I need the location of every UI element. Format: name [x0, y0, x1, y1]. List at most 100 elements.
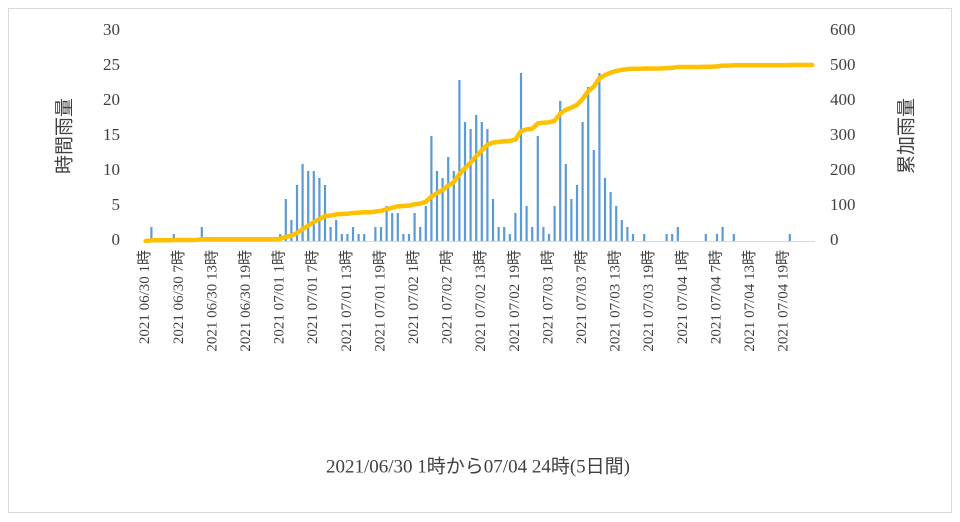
bar [542, 227, 545, 241]
bar [340, 234, 343, 241]
bar [519, 73, 523, 241]
y-tick-label: 15 [103, 125, 120, 144]
x-tick-label: 2021 07/01 1時 [271, 250, 288, 344]
bar [469, 129, 472, 241]
bar [671, 234, 674, 241]
bar [407, 234, 411, 241]
bar [346, 234, 349, 241]
line [143, 62, 815, 244]
bar [514, 213, 517, 241]
bar [559, 101, 562, 241]
bar [525, 206, 528, 241]
y2-tick-label: 0 [830, 230, 839, 249]
x-tick-label: 2021 06/30 13時 [203, 250, 220, 352]
bar [363, 234, 366, 241]
x-tick-label: 2021 07/01 7時 [304, 250, 321, 344]
bar [609, 192, 612, 241]
bar [447, 157, 450, 241]
bar [312, 171, 315, 241]
bar [335, 220, 338, 241]
y-tick-label: 5 [112, 195, 121, 214]
bar [598, 73, 601, 241]
x-tick-label: 2021 07/02 1時 [405, 250, 422, 344]
x-tick-label: 2021 06/30 19時 [237, 250, 254, 352]
x-tick-label: 2021 07/02 7時 [439, 250, 456, 344]
bar [631, 234, 635, 241]
bar [172, 234, 175, 241]
bar [721, 227, 724, 241]
bar [357, 234, 360, 241]
x-tick-label: 2021 07/04 7時 [707, 250, 724, 344]
y-tick-label: 20 [103, 90, 120, 109]
y2-tick-label: 200 [830, 160, 856, 179]
chart-frame [8, 8, 952, 513]
bar [441, 178, 444, 241]
bar [486, 129, 489, 241]
bar [564, 164, 567, 241]
y2-tick-label: 500 [830, 55, 856, 74]
bar [307, 171, 310, 241]
bar [200, 227, 203, 241]
x-axis-title: 2021/06/30 1時から07/04 24時(5日間) [326, 455, 630, 477]
x-tick-label: 2021 07/02 13時 [472, 250, 489, 352]
bar [553, 206, 556, 241]
bar [592, 150, 595, 241]
y-tick-label: 10 [103, 160, 120, 179]
x-tick-label: 2021 07/03 19時 [640, 250, 657, 352]
y-tick-label: 30 [103, 20, 120, 39]
bar [435, 171, 439, 241]
bar [732, 234, 735, 241]
x-tick-label: 2021 07/04 19時 [775, 250, 792, 352]
y2-tick-label: 100 [830, 195, 856, 214]
bar [424, 206, 427, 241]
bar [430, 136, 433, 241]
y-axis-title: 時間雨量 [53, 98, 75, 174]
y2-tick-label: 400 [830, 90, 856, 109]
bar [402, 234, 405, 241]
bar [295, 185, 299, 241]
bar [419, 227, 422, 241]
bar [290, 220, 293, 241]
y2-tick-label: 600 [830, 20, 856, 39]
bar [547, 234, 551, 241]
bar [715, 234, 719, 241]
bar [458, 80, 461, 241]
bar [318, 178, 321, 241]
x-tick-label: 2021 07/02 19時 [506, 250, 523, 352]
bar [788, 234, 791, 241]
bar [581, 122, 584, 241]
y-tick-label: 25 [103, 55, 120, 74]
y-tick-label: 0 [112, 230, 121, 249]
y2-axis-title: 累加雨量 [895, 98, 917, 174]
bar [385, 206, 388, 241]
bar [413, 213, 416, 241]
bar [329, 227, 332, 241]
x-tick-label: 2021 07/04 13時 [741, 250, 758, 352]
bar [463, 122, 467, 241]
bar [620, 220, 623, 241]
x-tick-label: 2021 07/04 1時 [674, 250, 691, 344]
bar [626, 227, 629, 241]
bar [503, 227, 506, 241]
bar [391, 213, 394, 241]
bar [452, 171, 455, 241]
x-tick-label: 2021 06/30 1時 [136, 250, 153, 344]
bar [150, 227, 153, 241]
bar [396, 213, 399, 241]
bar [480, 122, 483, 241]
bar [570, 199, 573, 241]
bar [704, 234, 707, 241]
x-tick-label: 2021 07/03 1時 [539, 250, 556, 344]
bar [351, 227, 355, 241]
bar [379, 227, 383, 241]
bar [508, 234, 511, 241]
bar [575, 185, 579, 241]
bar [475, 115, 478, 241]
x-tick-label: 2021 06/30 7時 [170, 250, 187, 344]
y2-tick-label: 300 [830, 125, 856, 144]
bar [536, 136, 539, 241]
x-tick-label: 2021 07/03 7時 [573, 250, 590, 344]
bar [587, 87, 590, 241]
bar [531, 227, 534, 241]
bar [374, 227, 377, 241]
